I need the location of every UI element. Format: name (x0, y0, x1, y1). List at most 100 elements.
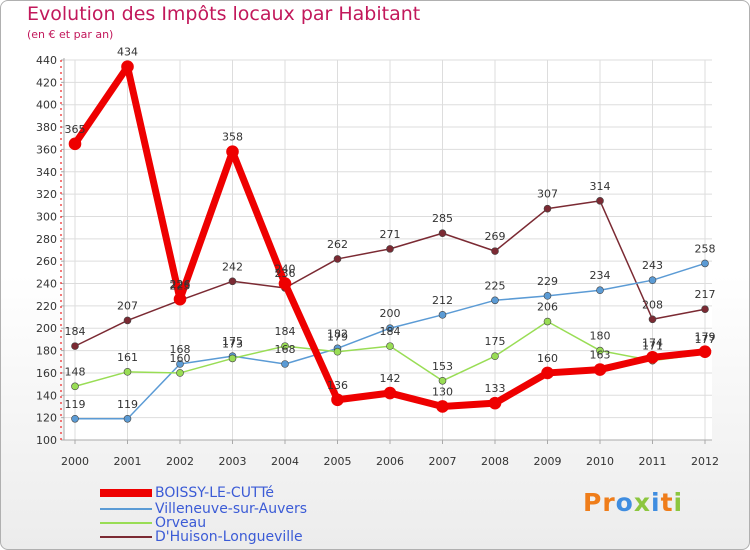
x-tick-label: 2004 (271, 455, 299, 468)
data-label: 180 (590, 330, 611, 343)
data-point (333, 255, 342, 263)
logo-letter: P (583, 488, 603, 517)
legend-item-boissy: BOISSY-LE-CUTTé (100, 485, 274, 501)
data-point (436, 400, 449, 413)
data-point (698, 345, 712, 359)
data-point (596, 286, 604, 295)
data-point (438, 376, 447, 385)
x-tick-label: 2000 (61, 455, 89, 468)
legend-item-orveau: Orveau (100, 515, 206, 531)
data-label: 243 (642, 259, 663, 272)
data-point (121, 60, 134, 74)
data-label: 177 (695, 333, 716, 346)
data-label: 258 (695, 242, 716, 255)
data-label: 217 (695, 288, 716, 301)
data-point (333, 347, 342, 356)
data-label: 179 (327, 331, 348, 344)
y-tick-label: 160 (36, 367, 57, 380)
data-label: 119 (117, 398, 138, 411)
data-label: 182 (327, 327, 348, 340)
data-label: 119 (65, 398, 86, 411)
data-point (123, 368, 132, 376)
legend-label: D'Huison-Longueville (155, 529, 303, 545)
y-tick-label: 440 (36, 54, 57, 67)
data-label: 153 (432, 360, 453, 373)
data-label: 225 (170, 279, 191, 292)
x-tick-label: 2006 (376, 455, 404, 468)
data-point (438, 229, 447, 238)
data-point (281, 342, 289, 350)
x-tick-label: 2010 (586, 455, 614, 468)
proxiti-logo: Proxiti (583, 488, 683, 517)
data-point (543, 204, 552, 213)
x-tick-label: 2009 (534, 455, 562, 468)
data-label: 136 (327, 379, 348, 392)
data-label: 130 (432, 385, 453, 398)
data-point (541, 366, 554, 380)
y-tick-label: 220 (36, 300, 57, 313)
chart-title: Evolution des Impôts locaux par Habitant (27, 3, 421, 25)
data-label: 184 (65, 325, 86, 338)
data-point (543, 317, 552, 326)
data-point (228, 277, 237, 286)
data-label: 285 (432, 212, 453, 225)
data-label: 358 (222, 131, 243, 144)
data-point (386, 324, 394, 333)
x-tick-label: 2011 (639, 455, 667, 468)
data-label: 314 (590, 180, 611, 193)
data-label: 174 (642, 336, 663, 349)
data-label: 307 (537, 188, 558, 201)
y-tick-label: 260 (36, 255, 57, 268)
data-label: 184 (275, 325, 296, 338)
data-label: 208 (642, 298, 663, 311)
data-point (71, 414, 79, 423)
legend-label: Villeneuve-sur-Auvers (155, 501, 308, 517)
data-point (71, 342, 79, 350)
y-tick-label: 140 (36, 389, 57, 402)
data-label: 160 (170, 352, 191, 365)
y-tick-label: 120 (36, 412, 57, 425)
legend-swatch (100, 536, 152, 538)
x-tick-label: 2005 (324, 455, 352, 468)
data-label: 269 (485, 230, 506, 243)
legend-item-dhuison: D'Huison-Longueville (100, 529, 303, 545)
data-point (278, 277, 292, 290)
data-label: 142 (380, 372, 401, 385)
data-point (491, 352, 499, 360)
data-label: 242 (222, 260, 243, 273)
data-point (228, 354, 237, 363)
data-point (648, 276, 657, 284)
data-label: 225 (485, 279, 506, 292)
data-label: 148 (65, 365, 86, 378)
data-label: 160 (537, 352, 558, 365)
data-point (491, 296, 499, 305)
data-point (543, 292, 552, 300)
logo-letter: o (615, 488, 634, 517)
data-point (648, 315, 657, 324)
logo-letter: i (673, 488, 684, 517)
legend-swatch (100, 489, 152, 497)
chart-subtitle: (en € et par an) (27, 28, 114, 41)
data-label: 168 (275, 343, 296, 356)
data-point (176, 360, 184, 368)
data-label: 171 (642, 340, 663, 353)
data-label: 262 (327, 238, 348, 251)
x-tick-label: 2012 (691, 455, 719, 468)
y-tick-label: 240 (36, 278, 57, 291)
data-label: 226 (170, 278, 191, 291)
data-point (383, 386, 397, 400)
data-label: 173 (222, 337, 243, 350)
data-label: 212 (432, 294, 453, 307)
data-label: 168 (170, 343, 191, 356)
data-point (331, 393, 344, 407)
data-point (596, 346, 604, 355)
y-tick-label: 340 (36, 166, 57, 179)
data-point (701, 259, 709, 268)
data-point (596, 197, 604, 205)
data-point (176, 369, 184, 377)
data-point (71, 382, 79, 391)
logo-letter: i (651, 488, 661, 517)
data-label: 161 (117, 351, 138, 364)
y-tick-label: 180 (36, 345, 57, 358)
y-tick-label: 320 (36, 188, 57, 201)
